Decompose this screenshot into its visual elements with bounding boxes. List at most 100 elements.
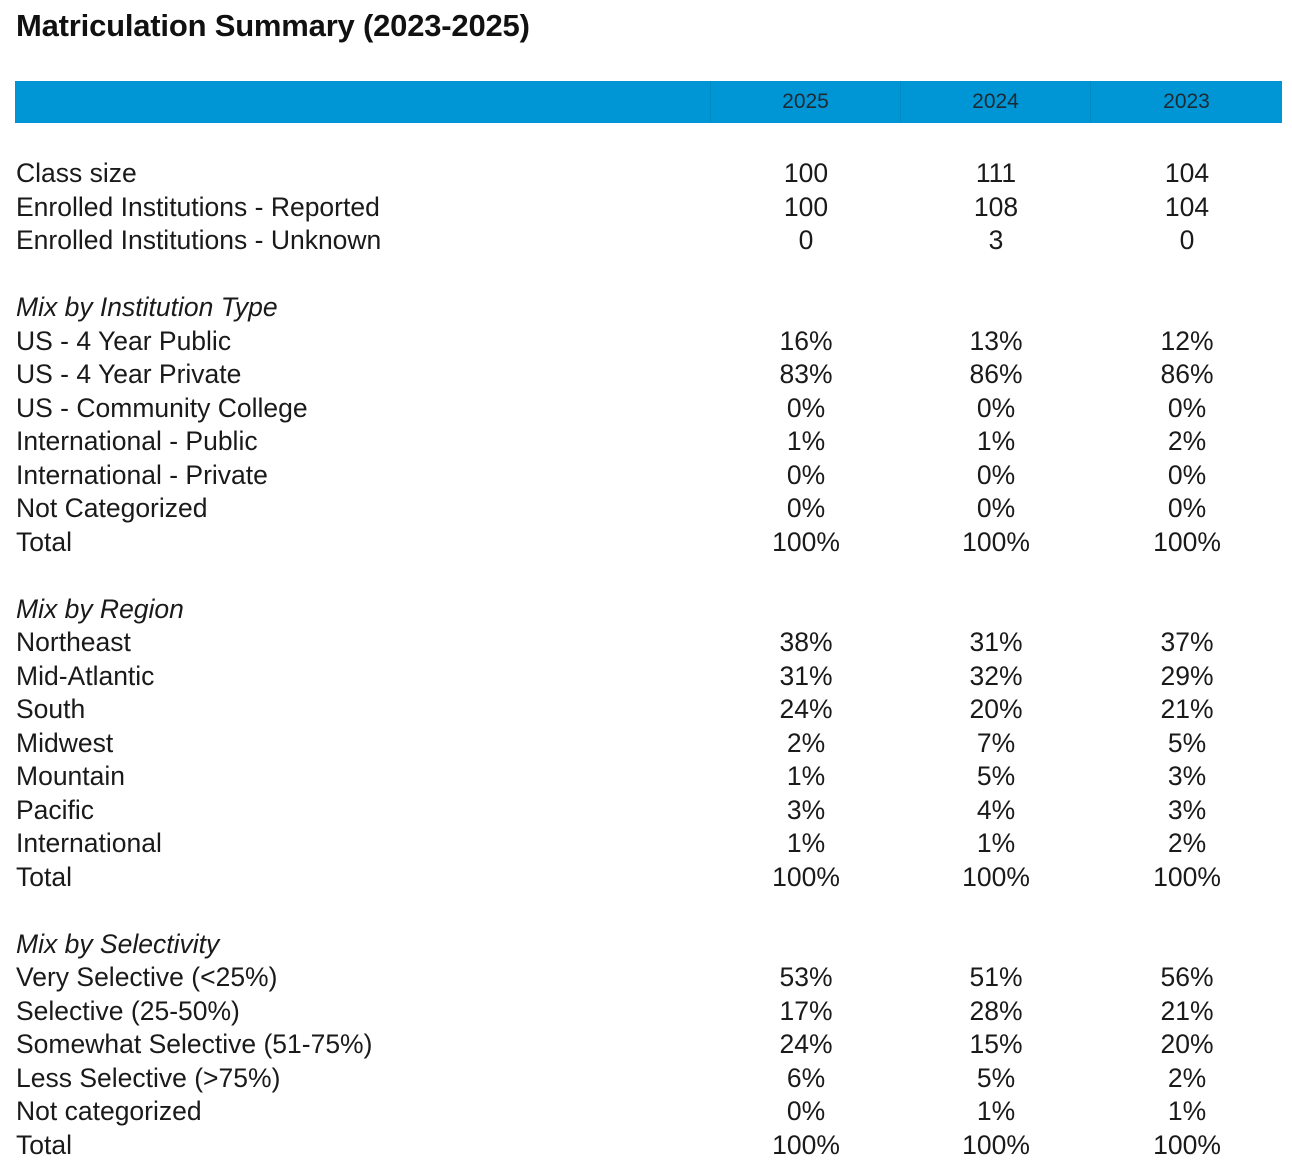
cell-value-2025: 0% <box>786 459 826 490</box>
row-label: Pacific <box>16 794 95 825</box>
cell-value-2024: 31% <box>969 627 1023 657</box>
row-label: Total <box>16 1129 72 1160</box>
column-header-2025: 2025 <box>782 90 829 113</box>
row-label: US - 4 Year Public <box>16 325 232 356</box>
cell-value-2024: 100% <box>962 861 1030 892</box>
row-label: US - 4 Year Private <box>16 359 242 389</box>
table-row: US - 4 Year Private 83% 86% 86% <box>0 358 1292 391</box>
table-row: International 1% 1% 2% <box>0 827 1292 860</box>
column-header-bar: 2025 2024 2023 <box>15 81 1282 123</box>
row-label: Enrolled Institutions - Reported <box>16 191 380 222</box>
row-label: Less Selective (>75%) <box>16 1062 281 1093</box>
cell-value-2023: 100% <box>1153 526 1221 557</box>
cell-value-2024: 0% <box>976 392 1016 423</box>
cell-value-2023: 3% <box>1167 761 1207 791</box>
section-heading-row: Mix by Selectivity <box>0 928 1292 961</box>
table-row: Northeast 38% 31% 37% <box>0 626 1292 659</box>
cell-value-2023: 1% <box>1167 1096 1207 1126</box>
row-label: International - Private <box>16 459 268 490</box>
section-heading-row: Mix by Institution Type <box>0 291 1292 324</box>
row-label: Not categorized <box>16 1096 202 1126</box>
column-header-2023: 2023 <box>1163 90 1210 113</box>
cell-value-2025: 1% <box>786 426 826 456</box>
cell-value-2023: 2% <box>1167 828 1207 858</box>
cell-value-2023: 0% <box>1167 493 1207 523</box>
cell-value-2025: 3% <box>786 794 826 825</box>
row-label: Somewhat Selective (51-75%) <box>16 1029 373 1059</box>
cell-value-2023: 56% <box>1160 962 1214 992</box>
section-heading: Mix by Region <box>16 593 184 624</box>
cell-value-2024: 5% <box>976 761 1016 791</box>
row-label: Selective (25-50%) <box>16 995 240 1026</box>
cell-value-2025: 1% <box>786 761 826 791</box>
table-row: Very Selective (<25%) 53% 51% 56% <box>0 961 1292 994</box>
cell-value-2024: 100% <box>962 1129 1030 1160</box>
cell-value-2025: 100 <box>783 158 829 188</box>
row-label: South <box>16 694 86 724</box>
cell-value-2023: 2% <box>1167 1062 1207 1093</box>
header-divider <box>1090 81 1091 123</box>
cell-value-2025: 17% <box>779 995 833 1026</box>
total-row: Total 100% 100% 100% <box>0 526 1292 559</box>
cell-value-2023: 86% <box>1160 359 1214 389</box>
cell-value-2024: 32% <box>969 660 1023 691</box>
cell-value-2023: 0% <box>1167 392 1207 423</box>
cell-value-2024: 1% <box>976 1096 1016 1126</box>
cell-value-2025: 53% <box>779 962 833 992</box>
row-label: International <box>16 828 162 858</box>
table-row: Selective (25-50%) 17% 28% 21% <box>0 995 1292 1028</box>
cell-value-2024: 3 <box>988 225 1004 255</box>
table-row: Less Selective (>75%) 6% 5% 2% <box>0 1062 1292 1095</box>
cell-value-2025: 0% <box>786 392 826 423</box>
cell-value-2024: 1% <box>976 426 1016 456</box>
section-heading: Mix by Selectivity <box>16 928 220 959</box>
cell-value-2024: 86% <box>969 359 1023 389</box>
cell-value-2025: 16% <box>779 325 833 356</box>
cell-value-2025: 24% <box>779 1029 833 1059</box>
row-label: Class size <box>16 158 137 188</box>
cell-value-2025: 2% <box>786 727 826 758</box>
row-label: Midwest <box>16 727 114 758</box>
cell-value-2025: 0 <box>798 225 814 255</box>
table-row: International - Private 0% 0% 0% <box>0 459 1292 492</box>
cell-value-2024: 5% <box>976 1062 1016 1093</box>
row-label: Northeast <box>16 627 131 657</box>
summary-row: Class size 100 111 104 <box>0 157 1292 190</box>
cell-value-2023: 21% <box>1160 694 1214 724</box>
table-row: US - Community College 0% 0% 0% <box>0 392 1292 425</box>
cell-value-2024: 0% <box>976 459 1016 490</box>
row-label: Enrolled Institutions - Unknown <box>16 225 382 255</box>
table-row: South 24% 20% 21% <box>0 693 1292 726</box>
cell-value-2024: 100% <box>962 526 1030 557</box>
cell-value-2023: 3% <box>1167 794 1207 825</box>
table-row: US - 4 Year Public 16% 13% 12% <box>0 325 1292 358</box>
cell-value-2025: 100% <box>772 1129 840 1160</box>
cell-value-2025: 0% <box>786 493 826 523</box>
cell-value-2025: 100% <box>772 861 840 892</box>
cell-value-2023: 100% <box>1153 1129 1221 1160</box>
header-divider <box>710 81 711 123</box>
summary-row: Enrolled Institutions - Reported 100 108 10… <box>0 191 1292 224</box>
table-row: Mid-Atlantic 31% 32% 29% <box>0 660 1292 693</box>
cell-value-2025: 1% <box>786 828 826 858</box>
row-label: Mountain <box>16 761 126 791</box>
cell-value-2023: 20% <box>1160 1029 1214 1059</box>
cell-value-2023: 0 <box>1179 225 1195 255</box>
cell-value-2025: 83% <box>779 359 833 389</box>
table-row: Mountain 1% 5% 3% <box>0 760 1292 793</box>
cell-value-2023: 104 <box>1164 191 1210 222</box>
cell-value-2024: 51% <box>969 962 1023 992</box>
page-title: Matriculation Summary (2023-2025) <box>16 8 530 43</box>
section-heading: Mix by Institution Type <box>16 292 278 322</box>
cell-value-2024: 13% <box>969 325 1023 356</box>
column-header-2024: 2024 <box>972 90 1019 113</box>
summary-row: Enrolled Institutions - Unknown 0 3 0 <box>0 224 1292 257</box>
cell-value-2024: 1% <box>976 828 1016 858</box>
cell-value-2024: 111 <box>975 158 1017 188</box>
cell-value-2023: 2% <box>1167 426 1207 456</box>
row-label: Very Selective (<25%) <box>16 962 278 992</box>
table-row: Midwest 2% 7% 5% <box>0 727 1292 760</box>
cell-value-2024: 20% <box>969 694 1023 724</box>
table-row: Not categorized 0% 1% 1% <box>0 1095 1292 1128</box>
cell-value-2024: 28% <box>969 995 1023 1026</box>
